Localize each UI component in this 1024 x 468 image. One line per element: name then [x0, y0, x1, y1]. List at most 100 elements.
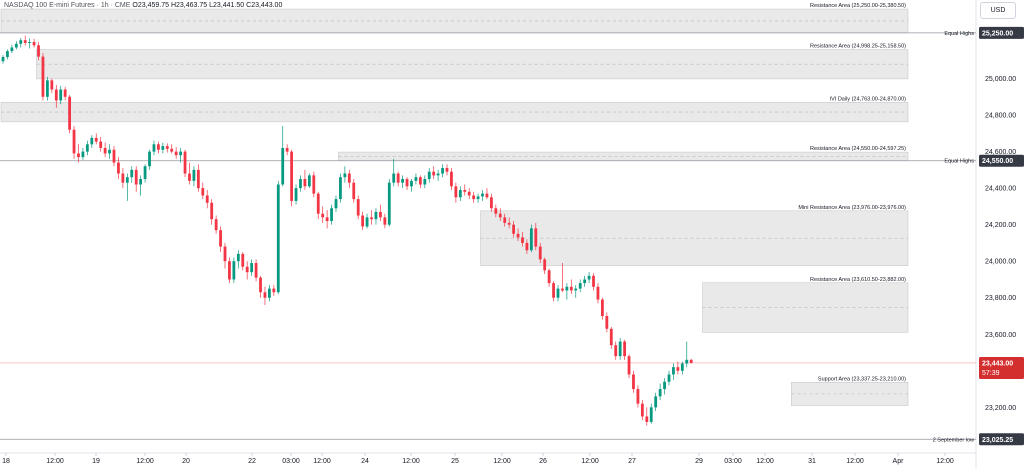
- candle-body: [587, 275, 591, 280]
- candle-body: [680, 363, 684, 371]
- candle-body: [503, 217, 507, 223]
- y-tick-label: 23,600.00: [985, 332, 1016, 339]
- level-price-tag-text: 23,025.25: [982, 437, 1013, 444]
- candle-body: [276, 184, 280, 293]
- candle-body: [396, 173, 400, 183]
- candle-body: [201, 188, 205, 196]
- zone-label: IVI Daily (24,763.00-24,870.00): [830, 96, 907, 102]
- level-label: Equal Highs: [944, 31, 974, 37]
- x-tick-label: 12:00: [581, 458, 599, 465]
- candle-body: [689, 359, 693, 363]
- candle-body: [232, 261, 236, 280]
- x-tick-label: 12:00: [846, 458, 864, 465]
- x-tick-label: 24: [361, 458, 369, 465]
- candle-body: [383, 217, 387, 225]
- zone-label: Resistance Area (24,550.00-24,597.25): [810, 146, 906, 152]
- y-tick-label: 23,200.00: [985, 405, 1016, 412]
- ohlc-open-value: 23,459.75: [137, 2, 169, 9]
- candle-body: [28, 42, 32, 43]
- candle-body: [432, 171, 436, 176]
- candle-body: [454, 186, 458, 198]
- candle-body: [117, 162, 120, 174]
- candle-body: [54, 89, 58, 101]
- candle-body: [139, 179, 143, 185]
- level-price-tag: [979, 433, 1024, 446]
- candle-body: [458, 189, 462, 198]
- chart-header: NASDAQ 100 E-mini Futures · 1h · CME O23…: [4, 2, 282, 9]
- candle-body: [649, 407, 653, 422]
- candle-body: [290, 151, 293, 201]
- candle-body: [392, 173, 396, 183]
- candle-body: [574, 288, 578, 291]
- candle-body: [556, 288, 560, 298]
- candle-body: [179, 151, 182, 156]
- candle-body: [405, 179, 409, 187]
- candle-body: [272, 288, 276, 293]
- candle-body: [423, 179, 427, 185]
- last-price-value: 23,443.00: [982, 360, 1013, 367]
- currency-button[interactable]: USD: [980, 2, 1016, 19]
- candle-body: [303, 179, 307, 187]
- candle-body: [236, 253, 240, 262]
- candle-body: [245, 266, 249, 273]
- candle-body: [645, 416, 649, 422]
- zone-box: [791, 381, 909, 406]
- x-tick-label: 03:00: [282, 458, 300, 465]
- candle-body: [623, 341, 626, 357]
- y-tick-label: 24,600.00: [985, 149, 1016, 156]
- x-tick-label: 26: [539, 458, 547, 465]
- candle-body: [281, 147, 285, 185]
- candle-body: [23, 40, 27, 43]
- candle-body: [507, 222, 511, 225]
- x-tick-label: 12:00: [402, 458, 420, 465]
- candle-body: [543, 259, 547, 271]
- candle-body: [325, 217, 329, 222]
- x-tick-label: 22: [248, 458, 256, 465]
- candle-body: [263, 292, 267, 298]
- x-tick-label: 12:00: [46, 458, 64, 465]
- candle-body: [529, 228, 533, 251]
- candle-body: [183, 151, 187, 174]
- candle-body: [667, 374, 671, 382]
- candle-body: [46, 80, 49, 97]
- candle-body: [268, 288, 271, 298]
- candle-body: [538, 246, 542, 260]
- candle-body: [374, 211, 378, 220]
- candle-body: [614, 345, 618, 357]
- candle-body: [685, 359, 689, 364]
- candle-body: [250, 263, 254, 273]
- candle-body: [445, 168, 449, 172]
- zone-label: Resistance Area (23,610.50-23,882.00): [810, 277, 906, 283]
- candle-body: [188, 173, 191, 181]
- candle-body: [223, 246, 227, 262]
- candle-body: [81, 151, 85, 158]
- candle-body: [583, 279, 587, 284]
- candle-body: [285, 147, 289, 152]
- candle-body: [228, 261, 231, 280]
- x-tick-label: 20: [182, 458, 190, 465]
- zone-label: Resistance Area (25,250.00-25,380.50): [810, 3, 906, 9]
- candle-body: [72, 129, 76, 154]
- candle-body: [334, 199, 338, 209]
- last-price-tag: [979, 356, 1024, 379]
- symbol-title[interactable]: NASDAQ 100 E-mini Futures · 1h · CME: [4, 2, 131, 9]
- candle-body: [525, 242, 529, 251]
- x-tick-label: 18: [2, 458, 10, 465]
- level-price-tag: [979, 26, 1024, 39]
- ohlc-close-value: 23,443.00: [251, 2, 283, 9]
- candle-body: [401, 179, 404, 183]
- candle-body: [68, 96, 71, 130]
- candle-body: [157, 144, 160, 150]
- candle-body: [161, 146, 165, 150]
- candle-body: [592, 275, 595, 287]
- candle-body: [481, 193, 484, 197]
- candle-body: [472, 195, 476, 200]
- candle-body: [59, 89, 63, 101]
- y-tick-label: 24,000.00: [985, 259, 1016, 266]
- y-tick-label: 24,800.00: [985, 113, 1016, 120]
- candle-body: [654, 396, 658, 408]
- candle-body: [361, 215, 365, 227]
- x-tick-label: 31: [808, 458, 816, 465]
- candle-body: [125, 177, 129, 183]
